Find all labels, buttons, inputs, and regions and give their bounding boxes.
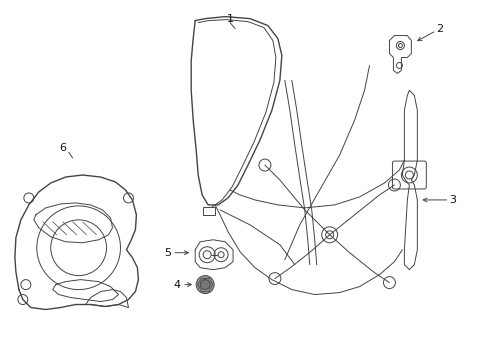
- Text: 3: 3: [449, 195, 456, 205]
- Text: 1: 1: [226, 14, 234, 24]
- Text: 2: 2: [436, 24, 443, 33]
- Text: 5: 5: [164, 248, 171, 258]
- Circle shape: [200, 280, 210, 289]
- Text: 4: 4: [173, 280, 181, 289]
- Circle shape: [196, 276, 214, 293]
- Text: 6: 6: [59, 143, 66, 153]
- Bar: [203, 207, 215, 215]
